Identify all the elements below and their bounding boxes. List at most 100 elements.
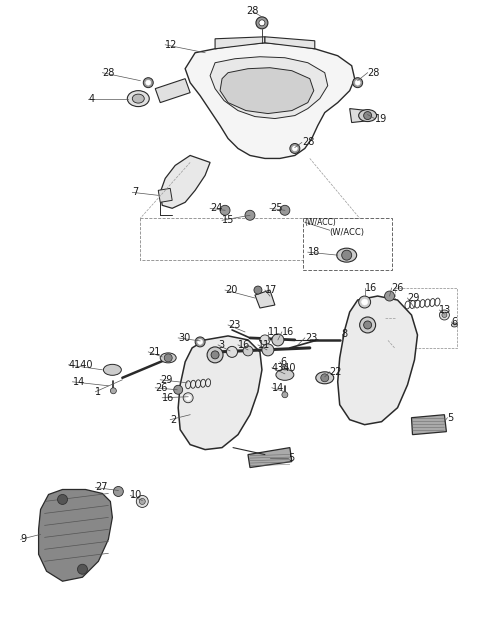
Text: 28: 28	[246, 6, 258, 16]
Circle shape	[342, 250, 352, 260]
Circle shape	[355, 80, 360, 85]
Circle shape	[144, 78, 153, 88]
Circle shape	[439, 310, 449, 320]
Text: 29: 29	[408, 293, 420, 303]
Circle shape	[262, 344, 274, 356]
Circle shape	[198, 340, 203, 345]
Circle shape	[207, 347, 223, 363]
Circle shape	[256, 17, 268, 29]
Ellipse shape	[336, 248, 357, 262]
Text: 19: 19	[374, 114, 387, 124]
Ellipse shape	[451, 323, 457, 327]
Polygon shape	[158, 188, 172, 202]
Polygon shape	[338, 296, 418, 425]
Polygon shape	[350, 109, 370, 123]
Circle shape	[360, 317, 376, 333]
Circle shape	[136, 496, 148, 508]
Text: 13: 13	[439, 305, 452, 315]
Text: 14: 14	[72, 377, 85, 387]
Text: (W/ACC): (W/ACC)	[329, 228, 364, 237]
Text: 28: 28	[102, 68, 115, 78]
Text: 17: 17	[265, 285, 277, 295]
Text: 3: 3	[218, 340, 224, 350]
Circle shape	[186, 395, 191, 400]
Circle shape	[77, 564, 87, 574]
Text: 9: 9	[21, 534, 27, 544]
Text: 28: 28	[368, 68, 380, 78]
Ellipse shape	[316, 372, 334, 384]
Polygon shape	[411, 415, 446, 435]
Circle shape	[58, 494, 68, 504]
Circle shape	[282, 392, 288, 397]
Ellipse shape	[359, 109, 377, 121]
Circle shape	[174, 385, 183, 394]
Text: 4340: 4340	[272, 363, 297, 373]
Polygon shape	[38, 490, 112, 581]
Circle shape	[290, 144, 300, 154]
Text: 10: 10	[130, 491, 143, 501]
Circle shape	[113, 486, 123, 496]
Circle shape	[110, 388, 116, 394]
Circle shape	[353, 78, 363, 88]
Circle shape	[146, 80, 151, 85]
Ellipse shape	[276, 369, 294, 380]
Circle shape	[195, 337, 205, 347]
Text: 6: 6	[451, 317, 457, 327]
Text: 24: 24	[210, 203, 222, 213]
Ellipse shape	[282, 366, 288, 370]
Ellipse shape	[160, 353, 176, 363]
Text: 23: 23	[305, 333, 317, 343]
Circle shape	[364, 111, 372, 119]
Text: (W/ACC): (W/ACC)	[305, 218, 336, 227]
Text: 14: 14	[272, 383, 284, 392]
Circle shape	[280, 205, 290, 215]
Circle shape	[254, 286, 262, 294]
Text: 25: 25	[270, 203, 282, 213]
Polygon shape	[210, 57, 328, 119]
Polygon shape	[215, 37, 265, 49]
Circle shape	[442, 312, 447, 317]
Text: 4: 4	[88, 94, 95, 104]
Circle shape	[292, 146, 297, 151]
Text: 11: 11	[258, 340, 270, 350]
Text: 5: 5	[288, 453, 294, 463]
Circle shape	[220, 205, 230, 215]
Text: 30: 30	[178, 333, 191, 343]
Text: 26: 26	[392, 283, 404, 293]
Text: 16: 16	[282, 327, 294, 337]
Text: 18: 18	[308, 247, 320, 257]
Circle shape	[272, 334, 284, 346]
Text: 16: 16	[365, 283, 377, 293]
Polygon shape	[220, 68, 314, 114]
Text: 16: 16	[238, 340, 250, 350]
Circle shape	[384, 291, 395, 301]
Polygon shape	[265, 37, 315, 49]
Circle shape	[139, 498, 145, 504]
Polygon shape	[185, 43, 355, 159]
Circle shape	[183, 392, 193, 402]
Text: 7: 7	[132, 187, 139, 197]
Ellipse shape	[103, 364, 121, 375]
Text: 16: 16	[162, 392, 174, 403]
Text: 29: 29	[160, 375, 173, 385]
Ellipse shape	[132, 94, 144, 103]
Text: 22: 22	[330, 367, 342, 377]
Text: 28: 28	[302, 137, 314, 147]
Ellipse shape	[127, 91, 149, 106]
Circle shape	[260, 335, 270, 345]
Text: 27: 27	[96, 483, 108, 493]
Circle shape	[259, 20, 265, 26]
Text: 2: 2	[170, 415, 177, 425]
Text: 23: 23	[228, 320, 240, 330]
Text: 6: 6	[280, 357, 286, 367]
Text: 1: 1	[96, 387, 102, 397]
Text: 26: 26	[155, 383, 168, 392]
Polygon shape	[160, 156, 210, 208]
Text: 5: 5	[447, 412, 454, 423]
Circle shape	[211, 351, 219, 359]
Polygon shape	[178, 336, 262, 450]
Polygon shape	[155, 78, 190, 103]
Text: 8: 8	[342, 329, 348, 339]
Circle shape	[164, 354, 172, 362]
Text: 4140: 4140	[69, 360, 93, 370]
